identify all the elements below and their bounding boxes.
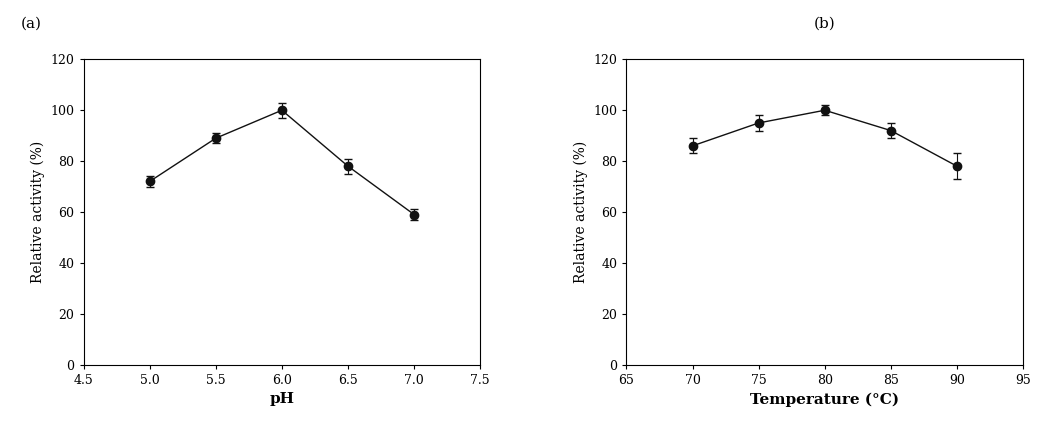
Y-axis label: Relative activity (%): Relative activity (%): [30, 141, 45, 283]
X-axis label: pH: pH: [269, 392, 294, 406]
Text: (b): (b): [814, 17, 835, 31]
Y-axis label: Relative activity (%): Relative activity (%): [573, 141, 588, 283]
X-axis label: Temperature (°C): Temperature (°C): [751, 392, 899, 407]
Text: (a): (a): [21, 17, 42, 31]
